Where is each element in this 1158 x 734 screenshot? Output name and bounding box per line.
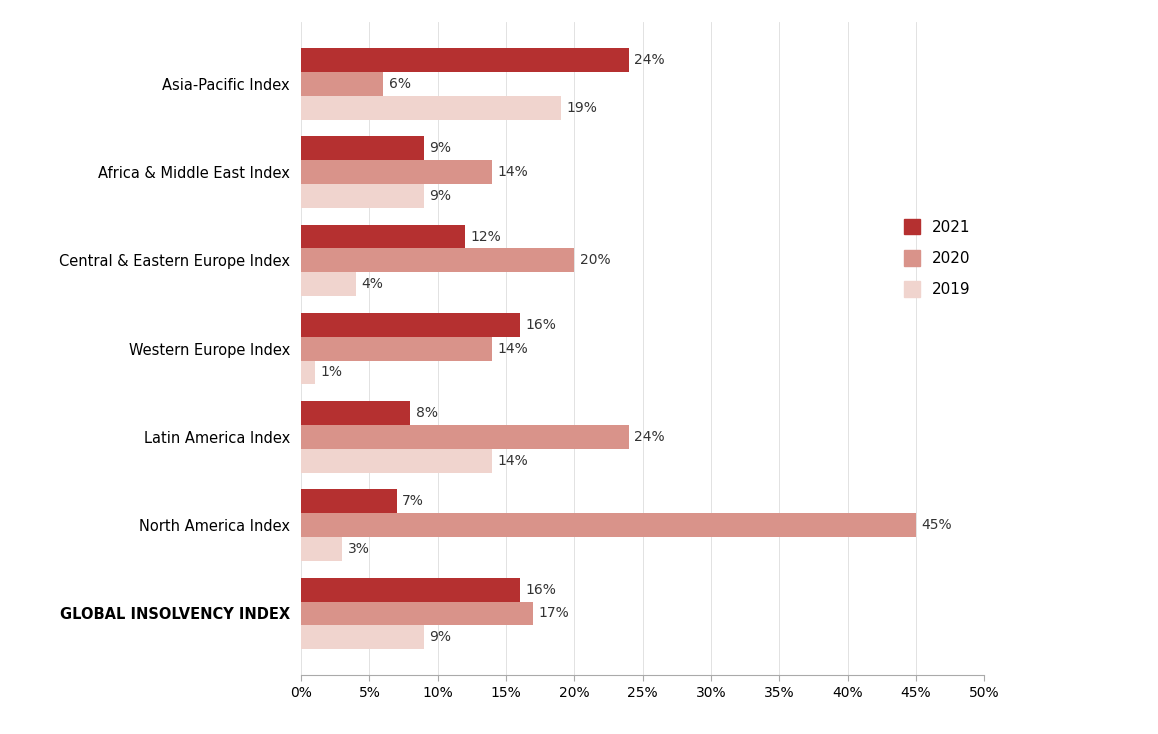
Bar bbox=[301, 449, 492, 473]
Bar bbox=[301, 72, 383, 95]
Bar bbox=[301, 272, 356, 296]
Text: 45%: 45% bbox=[922, 518, 952, 532]
Text: 7%: 7% bbox=[402, 495, 424, 509]
Text: 14%: 14% bbox=[498, 454, 528, 468]
Bar bbox=[301, 248, 574, 272]
Bar bbox=[301, 401, 410, 425]
Bar bbox=[301, 225, 466, 248]
Text: 1%: 1% bbox=[321, 366, 343, 379]
Bar bbox=[301, 184, 424, 208]
Text: 24%: 24% bbox=[635, 430, 665, 444]
Text: 14%: 14% bbox=[498, 165, 528, 179]
Bar bbox=[301, 337, 492, 360]
Text: 14%: 14% bbox=[498, 341, 528, 356]
Bar bbox=[301, 137, 424, 160]
Bar bbox=[301, 48, 629, 72]
Text: 17%: 17% bbox=[538, 606, 570, 620]
Text: 24%: 24% bbox=[635, 53, 665, 67]
Bar bbox=[301, 160, 492, 184]
Bar bbox=[301, 425, 629, 449]
Text: 9%: 9% bbox=[430, 631, 452, 644]
Text: 4%: 4% bbox=[361, 277, 383, 291]
Bar bbox=[301, 95, 560, 120]
Bar bbox=[301, 360, 315, 385]
Text: 16%: 16% bbox=[526, 318, 556, 332]
Text: 3%: 3% bbox=[347, 542, 369, 556]
Bar bbox=[301, 490, 397, 513]
Text: 9%: 9% bbox=[430, 189, 452, 203]
Text: 8%: 8% bbox=[416, 406, 438, 420]
Bar bbox=[301, 537, 342, 561]
Legend: 2021, 2020, 2019: 2021, 2020, 2019 bbox=[899, 213, 976, 303]
Text: 19%: 19% bbox=[566, 101, 598, 115]
Text: 9%: 9% bbox=[430, 141, 452, 156]
Bar bbox=[301, 625, 424, 650]
Bar bbox=[301, 513, 916, 537]
Text: 16%: 16% bbox=[526, 583, 556, 597]
Bar bbox=[301, 313, 520, 337]
Text: 12%: 12% bbox=[470, 230, 501, 244]
Bar bbox=[301, 602, 534, 625]
Text: 20%: 20% bbox=[580, 253, 610, 267]
Text: 6%: 6% bbox=[389, 77, 411, 91]
Bar bbox=[301, 578, 520, 602]
